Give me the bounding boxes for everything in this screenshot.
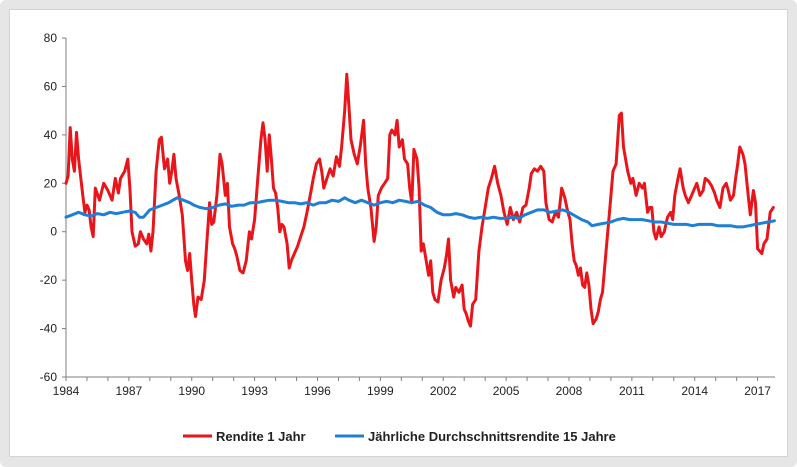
x-tick-label: 2017 xyxy=(744,384,771,398)
y-tick-label: 0 xyxy=(50,225,57,239)
y-tick-label: -60 xyxy=(40,370,58,384)
x-tick-label: 1984 xyxy=(53,384,80,398)
x-tick-label: 1999 xyxy=(367,384,394,398)
x-tick-label: 2014 xyxy=(681,384,708,398)
x-tick-label: 2011 xyxy=(619,384,645,398)
y-tick-label: 60 xyxy=(44,79,58,93)
x-tick-label: 1987 xyxy=(116,384,143,398)
y-tick-label: 80 xyxy=(44,31,58,45)
legend: Rendite 1 Jahr Jährliche Durchschnittsre… xyxy=(183,429,616,444)
x-tick-label: 2002 xyxy=(430,384,457,398)
series-layer xyxy=(64,72,776,328)
x-tick-label: 1990 xyxy=(178,384,205,398)
y-tick-label: -40 xyxy=(40,322,58,336)
x-tick-label: 1996 xyxy=(304,384,331,398)
x-tick-label: 2008 xyxy=(556,384,583,398)
x-tick-label: 1993 xyxy=(241,384,268,398)
y-tick-label: 20 xyxy=(44,176,58,190)
series-line-durchschnittsrendite-15-jahre xyxy=(64,196,776,229)
y-tick-label: 40 xyxy=(44,128,58,142)
legend-label-rendite-1-jahr: Rendite 1 Jahr xyxy=(216,429,306,444)
x-tick-label: 2005 xyxy=(493,384,520,398)
series-line-rendite-1-jahr xyxy=(64,72,775,328)
y-tick-label: -20 xyxy=(40,273,58,287)
legend-label-durchschnittsrendite: Jährliche Durchschnittsrendite 15 Jahre xyxy=(368,429,616,444)
